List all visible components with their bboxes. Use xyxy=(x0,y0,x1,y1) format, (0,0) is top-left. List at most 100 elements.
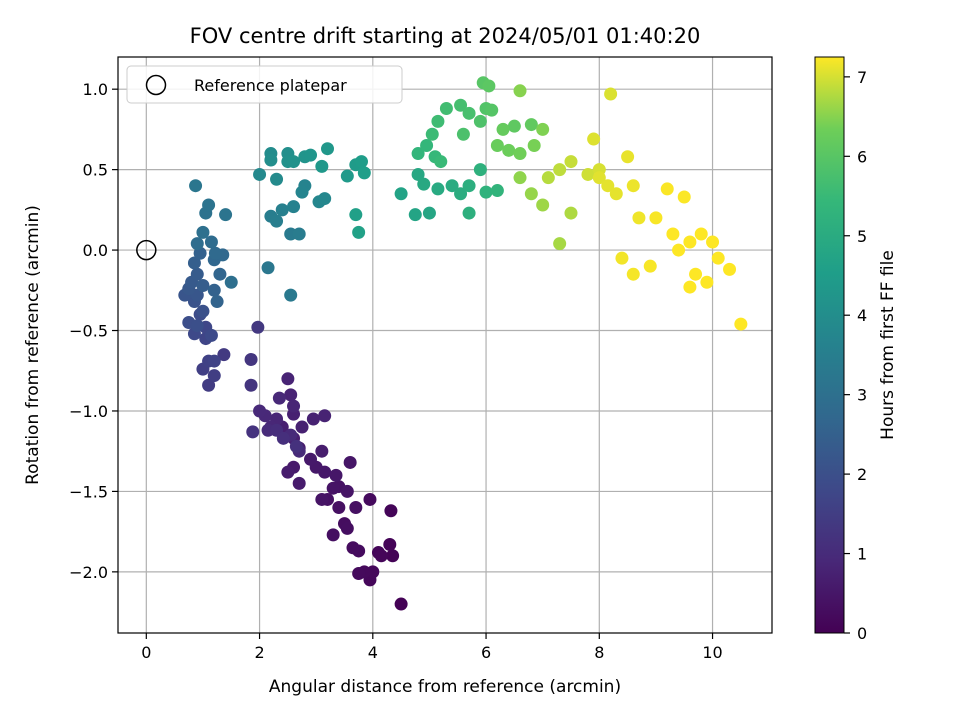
data-point xyxy=(281,465,295,479)
data-point xyxy=(315,159,329,173)
data-point xyxy=(626,267,640,281)
data-point xyxy=(496,122,510,136)
data-point xyxy=(207,283,221,297)
data-point xyxy=(292,227,306,241)
data-point xyxy=(292,476,306,490)
data-point xyxy=(462,106,476,120)
legend-marker-open-circle xyxy=(145,74,167,96)
y-tick-label: −0.5 xyxy=(69,322,108,341)
data-point xyxy=(306,412,320,426)
data-point xyxy=(270,172,284,186)
data-point xyxy=(536,122,550,136)
x-tick-label: 0 xyxy=(141,643,151,662)
data-point xyxy=(431,114,445,128)
data-point xyxy=(711,251,725,265)
scatter-points xyxy=(136,76,748,611)
data-point xyxy=(541,171,555,185)
data-point xyxy=(411,167,425,181)
data-point xyxy=(253,167,267,181)
data-point xyxy=(295,185,309,199)
data-point xyxy=(386,549,400,563)
data-point xyxy=(332,501,346,515)
data-point xyxy=(626,179,640,193)
data-point xyxy=(207,369,221,383)
data-point xyxy=(422,206,436,220)
x-tick-label: 4 xyxy=(368,643,378,662)
data-point xyxy=(284,388,298,402)
data-point xyxy=(604,87,618,101)
data-point xyxy=(384,504,398,518)
data-point xyxy=(287,399,301,413)
data-point xyxy=(208,246,222,260)
data-point xyxy=(217,348,231,362)
data-point xyxy=(666,227,680,241)
data-point xyxy=(189,179,203,193)
data-point xyxy=(202,378,216,392)
colorbar-ticks: 0 1 2 3 4 5 6 7 xyxy=(844,68,867,643)
data-point xyxy=(513,171,527,185)
colorbar-tick-label: 3 xyxy=(857,386,867,405)
y-tick-label: 0.5 xyxy=(83,161,108,180)
colorbar-label: Hours from first FF file xyxy=(878,250,898,440)
data-point xyxy=(244,352,258,366)
data-point xyxy=(513,147,527,161)
data-point xyxy=(340,169,354,183)
data-point xyxy=(318,409,332,423)
data-point xyxy=(349,208,363,222)
data-point xyxy=(276,431,290,445)
reference-platepar-marker xyxy=(136,239,157,261)
colorbar: 0 1 2 3 4 5 6 7 Hours from first FF file xyxy=(814,56,898,643)
data-point xyxy=(304,452,318,466)
data-point xyxy=(632,211,646,225)
data-point xyxy=(295,420,309,434)
data-point xyxy=(196,225,210,239)
data-point xyxy=(473,163,487,177)
data-point xyxy=(609,187,623,201)
data-point xyxy=(462,206,476,220)
y-tick-label: 1.0 xyxy=(83,80,108,99)
data-point xyxy=(204,235,218,249)
data-point xyxy=(190,237,204,251)
data-point xyxy=(346,541,360,555)
data-point xyxy=(706,235,720,249)
x-tick-label: 8 xyxy=(594,643,604,662)
data-point xyxy=(454,187,468,201)
data-point xyxy=(513,84,527,98)
data-point xyxy=(734,317,748,331)
data-point xyxy=(275,203,289,217)
data-point xyxy=(431,182,445,196)
plot-frame xyxy=(117,56,773,634)
data-point xyxy=(261,261,275,275)
colorbar-tick-label: 6 xyxy=(857,147,867,166)
y-tick-label: −1.0 xyxy=(69,402,108,421)
y-tick-label: −2.0 xyxy=(69,563,108,582)
data-point xyxy=(434,155,448,169)
data-point xyxy=(479,185,493,199)
data-point xyxy=(321,142,335,156)
data-point xyxy=(700,275,714,289)
data-point xyxy=(281,372,295,386)
data-point xyxy=(190,267,204,281)
data-point xyxy=(485,103,499,117)
data-point xyxy=(219,208,233,222)
data-point xyxy=(196,304,210,318)
data-point xyxy=(315,444,329,458)
colorbar-tick-label: 1 xyxy=(857,545,867,564)
data-point xyxy=(289,439,303,453)
colorbar-tick-label: 7 xyxy=(857,68,867,87)
data-point xyxy=(581,167,595,181)
data-point xyxy=(660,182,674,196)
data-point xyxy=(383,538,397,552)
data-point xyxy=(340,521,354,535)
data-point xyxy=(553,163,567,177)
colorbar-tick-label: 2 xyxy=(857,465,867,484)
data-point xyxy=(564,155,578,169)
data-point xyxy=(202,198,216,212)
data-point xyxy=(253,404,267,418)
colorbar-tick-label: 5 xyxy=(857,227,867,246)
data-point xyxy=(502,143,516,157)
data-point xyxy=(304,148,318,162)
data-point xyxy=(287,200,301,214)
data-point xyxy=(246,425,260,439)
